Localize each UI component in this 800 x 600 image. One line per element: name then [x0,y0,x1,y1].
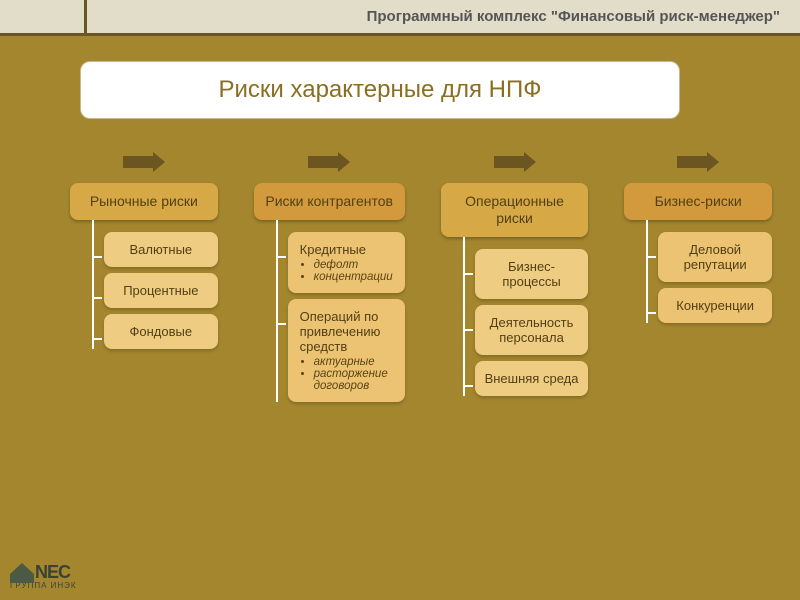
arrow-icon [624,151,772,173]
child-wrap: Бизнес-процессы [465,243,589,299]
sub-list: дефолтконцентрации [296,257,397,283]
child-box: Бизнес-процессы [475,249,589,299]
child-wrap: Кредитныедефолтконцентрации [278,226,405,293]
sub-item: актуарные [314,356,393,368]
child-wrap: Фондовые [94,308,218,349]
arrow-icon [254,151,405,173]
child-wrap: Конкуренции [648,282,772,323]
child-wrap: Процентные [94,267,218,308]
children-list: Бизнес-процессы Деятельность персонала Вне… [463,237,589,396]
category-box: Риски контрагентов [254,183,405,220]
child-box: Операций по привлечению средствактуарные… [288,299,405,402]
sub-list: актуарныерасторжение договоров [296,354,397,392]
child-wrap: Внешняя среда [465,355,589,396]
child-box: Кредитныедефолтконцентрации [288,232,405,293]
child-wrap: Деятельность персонала [465,299,589,355]
child-box: Внешняя среда [475,361,589,396]
column: Бизнес-риски Деловой репутации Конкуренции [624,151,772,402]
sub-item: концентрации [314,271,393,283]
columns-container: Рыночные риски Валютные Процентные Фондовые… [70,151,772,402]
child-label: Кредитные [296,242,397,257]
child-box: Фондовые [104,314,218,349]
child-label: Операций по привлечению средств [296,309,397,354]
chart-title: Риски характерные для НПФ [80,61,680,119]
children-list: Валютные Процентные Фондовые [92,220,218,349]
child-wrap: Операций по привлечению средствактуарные… [278,293,405,402]
arrow-icon [70,151,218,173]
column: Риски контрагентовКредитныедефолтконцент… [254,151,405,402]
logo: NEC ГРУППА ИНЭК [10,562,77,590]
child-box: Конкуренции [658,288,772,323]
sub-item: расторжение договоров [314,368,393,392]
child-box: Процентные [104,273,218,308]
sub-item: дефолт [314,259,393,271]
column: Рыночные риски Валютные Процентные Фондовые [70,151,218,402]
slide-stage: Риски характерные для НПФ Рыночные риски… [0,39,800,600]
child-box: Деятельность персонала [475,305,589,355]
category-box: Бизнес-риски [624,183,772,220]
arrow-icon [441,151,589,173]
header-title: Программный комплекс "Финансовый риск-ме… [367,8,780,25]
child-box: Деловой репутации [658,232,772,282]
child-wrap: Валютные [94,226,218,267]
logo-icon [10,563,34,583]
child-wrap: Деловой репутации [648,226,772,282]
header-bar: Программный комплекс "Финансовый риск-ме… [0,0,800,36]
children-list: КредитныедефолтконцентрацииОпераций по п… [276,220,405,402]
header-divider [84,0,87,36]
child-box: Валютные [104,232,218,267]
category-box: Операционные риски [441,183,589,237]
category-box: Рыночные риски [70,183,218,220]
column: Операционные риски Бизнес-процессы Деятель… [441,151,589,402]
children-list: Деловой репутации Конкуренции [646,220,772,323]
logo-text: NEC [35,562,70,583]
